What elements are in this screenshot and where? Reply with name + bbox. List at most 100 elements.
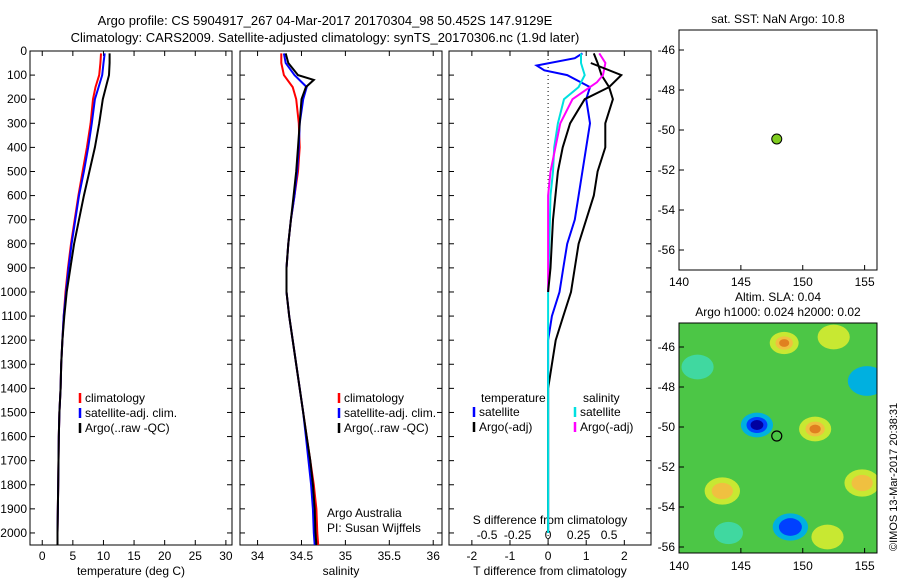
- legend-title: salinity: [583, 391, 620, 405]
- x-tick-label: -1: [505, 549, 516, 563]
- series-line-salinity-argo-adj-black: [547, 62, 624, 293]
- legend-item-label: satellite-adj. clim.: [85, 406, 177, 420]
- x-tick-label: 34: [251, 549, 265, 563]
- x-tick-label: 34.5: [290, 549, 314, 563]
- y-tick-label: 1800: [0, 478, 27, 492]
- heatmap-blob: [722, 528, 735, 538]
- x-tick-label: 0: [545, 549, 552, 563]
- y-tick-label: 1500: [0, 405, 27, 419]
- x-axis-label: salinity: [323, 564, 360, 578]
- x-tick-label: 150: [793, 559, 813, 573]
- y-tick-label: -48: [658, 83, 676, 97]
- x-tick-label: 35.5: [378, 549, 402, 563]
- y-tick-label: -50: [658, 420, 676, 434]
- y-tick-label: 1400: [0, 381, 27, 395]
- y-tick-label: 400: [7, 140, 27, 154]
- x-tick-label: 0: [39, 549, 46, 563]
- y-tick-label: 200: [7, 92, 27, 106]
- x-tick-label: 25: [189, 549, 203, 563]
- x-tick-label: 35: [339, 549, 353, 563]
- panel-3-frame: [448, 50, 652, 546]
- sst-map-title: sat. SST: NaN Argo: 10.8: [711, 12, 845, 26]
- heatmap-blob: [809, 424, 821, 434]
- y-tick-label: -54: [658, 203, 676, 217]
- sla-map-title: Altim. SLA: 0.04: [735, 290, 821, 304]
- legend-item-label: satellite: [580, 405, 621, 419]
- x-axis-label: T difference from climatology: [473, 564, 627, 578]
- x-tick-label: 155: [855, 275, 875, 289]
- legend-item-label: satellite: [479, 405, 520, 419]
- x-tick-label: 5: [70, 549, 77, 563]
- series-line-climatology: [56, 53, 102, 545]
- y-tick-label: 1000: [0, 285, 27, 299]
- chart-title-line-2: Climatology: CARS2009. Satellite-adjuste…: [70, 30, 580, 45]
- legend-item-label: climatology: [344, 391, 404, 405]
- sst-map-frame: [678, 29, 878, 271]
- x-tick-label: 155: [855, 559, 875, 573]
- y-tick-label: -56: [658, 540, 676, 554]
- x-tick-label: 15: [127, 549, 141, 563]
- heatmap-blob: [716, 486, 729, 496]
- x-tick-label: 145: [731, 275, 751, 289]
- x-tick-label: 150: [793, 275, 813, 289]
- s-tick-label: -0.5: [477, 528, 498, 542]
- x-tick-label: 1: [583, 549, 590, 563]
- heatmap-background: [679, 323, 877, 553]
- series-line-temperature-satellite: [534, 52, 592, 533]
- y-tick-label: 1700: [0, 454, 27, 468]
- y-tick-label: 1100: [1, 309, 27, 323]
- series-line-argo-raw-qc: [284, 53, 318, 546]
- x-tick-label: 30: [219, 549, 233, 563]
- x-tick-label: 2: [621, 549, 628, 563]
- y-tick-label: 1200: [0, 333, 27, 347]
- argo-location-marker: [771, 133, 783, 145]
- y-tick-label: -46: [658, 340, 676, 354]
- heatmap-blob: [750, 420, 764, 430]
- y-tick-label: 600: [7, 189, 27, 203]
- x-tick-label: 10: [97, 549, 111, 563]
- series-line-salinity-argo-adj: [547, 52, 607, 292]
- y-tick-label: 300: [7, 116, 27, 130]
- y-tick-label: 500: [7, 164, 27, 178]
- annotation-line: PI: Susan Wijffels: [327, 521, 421, 535]
- legend-item-label: Argo(..raw -QC): [344, 421, 429, 435]
- x-tick-label: 20: [158, 549, 172, 563]
- heatmap-layer: [679, 323, 877, 553]
- legend-item-label: Argo(-adj): [580, 420, 633, 434]
- y-tick-label: -56: [658, 243, 676, 257]
- y-tick-label: -54: [658, 500, 676, 514]
- s-tick-label: -0.25: [504, 528, 532, 542]
- sla-map-subtitle: Argo h1000: 0.024 h2000: 0.02: [695, 305, 861, 319]
- x-tick-label: -2: [467, 549, 478, 563]
- heatmap-blob: [855, 478, 869, 488]
- s-tick-label: 0.25: [567, 528, 591, 542]
- argo-location-ring: [771, 430, 783, 442]
- legend-item-label: Argo(..raw -QC): [85, 421, 170, 435]
- sla-map-frame: [678, 322, 878, 554]
- y-tick-label: 800: [7, 237, 27, 251]
- series-line-argo-raw-qc: [56, 53, 111, 545]
- x-tick-label: 36: [427, 549, 441, 563]
- panel-2-frame: [239, 50, 443, 546]
- legend-title: temperature: [481, 391, 546, 405]
- y-tick-label: -48: [658, 380, 676, 394]
- y-tick-label: -52: [658, 460, 676, 474]
- x-tick-label: 140: [669, 559, 689, 573]
- heatmap-blob: [821, 532, 834, 542]
- y-tick-label: -50: [658, 123, 676, 137]
- panel-1-frame: [29, 50, 233, 546]
- s-axis-label: S difference from climatology: [473, 513, 628, 527]
- y-tick-label: 2000: [0, 526, 27, 540]
- legend-item-label: satellite-adj. clim.: [344, 406, 436, 420]
- s-tick-label: 0.5: [601, 528, 618, 542]
- y-tick-label: -52: [658, 163, 676, 177]
- y-tick-label: 1900: [0, 502, 27, 516]
- y-tick-label: 1600: [0, 430, 27, 444]
- legend-item-label: climatology: [85, 391, 145, 405]
- y-tick-label: 1300: [0, 357, 27, 371]
- heatmap-blob: [859, 375, 875, 387]
- y-tick-label: 900: [7, 261, 27, 275]
- heatmap-blob: [779, 339, 790, 347]
- series-line-salinity-satellite: [547, 53, 586, 533]
